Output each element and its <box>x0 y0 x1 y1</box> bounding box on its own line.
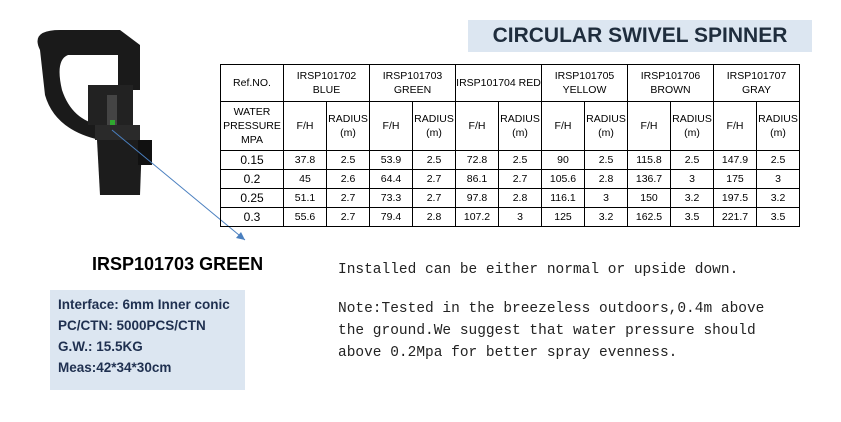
cell: 2.5 <box>412 150 456 170</box>
cell: 2.8 <box>498 188 542 208</box>
column-header: IRSP101705 YELLOW <box>541 64 628 102</box>
cell: 73.3 <box>369 188 413 208</box>
cell: 2.7 <box>498 169 542 189</box>
cell: 2.7 <box>326 188 370 208</box>
header-row: Ref.NO. IRSP101702 BLUE IRSP101703 GREEN IR… <box>220 64 800 102</box>
cell: 136.7 <box>627 169 671 189</box>
cell: 3 <box>584 188 628 208</box>
subheader-row: WATER PRESSURE MPA F/H RADIUS (m) F/H RADIUS… <box>220 101 800 151</box>
column-header: IRSP101706 BROWN <box>627 64 714 102</box>
cell: 147.9 <box>713 150 757 170</box>
subheader: RADIUS (m) <box>326 101 370 151</box>
cell: 0.15 <box>220 150 284 170</box>
cell: 107.2 <box>455 207 499 227</box>
cell: 116.1 <box>541 188 585 208</box>
spec-box: Interface: 6mm Inner conic PC/CTN: 5000PC… <box>50 290 245 390</box>
subheader: F/H <box>713 101 757 151</box>
cell: 86.1 <box>455 169 499 189</box>
data-row: 0.15 37.8 2.5 53.9 2.5 72.8 2.5 90 2.5 115.8 2.5 14… <box>220 150 800 170</box>
cell: 3.5 <box>756 207 800 227</box>
cell: 162.5 <box>627 207 671 227</box>
title: CIRCULAR SWIVEL SPINNER <box>468 20 812 52</box>
cell: 2.5 <box>498 150 542 170</box>
cell: 0.3 <box>220 207 284 227</box>
subheader: WATER PRESSURE MPA <box>220 101 284 151</box>
cell: 2.7 <box>412 188 456 208</box>
cell: 2.5 <box>584 150 628 170</box>
column-header: IRSP101702 BLUE <box>283 64 370 102</box>
cell: 105.6 <box>541 169 585 189</box>
cell: 2.8 <box>584 169 628 189</box>
spec-line: PC/CTN: 5000PCS/CTN <box>58 318 206 333</box>
cell: 175 <box>713 169 757 189</box>
cell: 55.6 <box>283 207 327 227</box>
cell: 0.2 <box>220 169 284 189</box>
column-header: IRSP101704 RED <box>455 64 542 102</box>
cell: 53.9 <box>369 150 413 170</box>
cell: 3.5 <box>670 207 714 227</box>
cell: 221.7 <box>713 207 757 227</box>
cell: 72.8 <box>455 150 499 170</box>
spec-table: Ref.NO. IRSP101702 BLUE IRSP101703 GREEN IR… <box>220 64 800 227</box>
subheader: F/H <box>627 101 671 151</box>
cell: 125 <box>541 207 585 227</box>
cell: 2.8 <box>412 207 456 227</box>
cell: 3.2 <box>756 188 800 208</box>
cell: 150 <box>627 188 671 208</box>
cell: 2.5 <box>326 150 370 170</box>
note: Note:Tested in the breezeless outdoors,0… <box>338 301 765 361</box>
spec-line: Interface: 6mm Inner conic <box>58 297 230 312</box>
cell: 90 <box>541 150 585 170</box>
cell: 0.25 <box>220 188 284 208</box>
cell: 51.1 <box>283 188 327 208</box>
cell: 64.4 <box>369 169 413 189</box>
product-name: IRSP101703 GREEN <box>92 254 264 274</box>
spec-line: G.W.: 15.5KG <box>58 339 143 354</box>
subheader: RADIUS (m) <box>584 101 628 151</box>
cell: 2.5 <box>670 150 714 170</box>
column-header: IRSP101703 GREEN <box>369 64 456 102</box>
column-header: Ref.NO. <box>220 64 284 102</box>
cell: 3 <box>756 169 800 189</box>
cell: 2.5 <box>756 150 800 170</box>
column-header: IRSP101707 GRAY <box>713 64 800 102</box>
subheader: RADIUS (m) <box>498 101 542 151</box>
subheader: F/H <box>369 101 413 151</box>
subheader: RADIUS (m) <box>412 101 456 151</box>
data-row: 0.3 55.6 2.7 79.4 2.8 107.2 3 125 3.2 162.5 3.5 221… <box>220 207 800 227</box>
cell: 3.2 <box>584 207 628 227</box>
cell: 37.8 <box>283 150 327 170</box>
cell: 115.8 <box>627 150 671 170</box>
cell: 2.6 <box>326 169 370 189</box>
cell: 3.2 <box>670 188 714 208</box>
spec-line: Meas:42*34*30cm <box>58 360 172 375</box>
subheader: F/H <box>283 101 327 151</box>
cell: 3 <box>670 169 714 189</box>
subheader: F/H <box>455 101 499 151</box>
cell: 2.7 <box>412 169 456 189</box>
data-row: 0.25 51.1 2.7 73.3 2.7 97.8 2.8 116.1 3 150 3.2 197… <box>220 188 800 208</box>
note: Installed can be either normal or upside… <box>338 262 739 278</box>
cell: 45 <box>283 169 327 189</box>
cell: 97.8 <box>455 188 499 208</box>
data-row: 0.2 45 2.6 64.4 2.7 86.1 2.7 105.6 2.8 136.7 3 175 3 <box>220 169 800 189</box>
subheader: RADIUS (m) <box>756 101 800 151</box>
cell: 3 <box>498 207 542 227</box>
cell: 2.7 <box>326 207 370 227</box>
subheader: F/H <box>541 101 585 151</box>
cell: 197.5 <box>713 188 757 208</box>
subheader: RADIUS (m) <box>670 101 714 151</box>
cell: 79.4 <box>369 207 413 227</box>
